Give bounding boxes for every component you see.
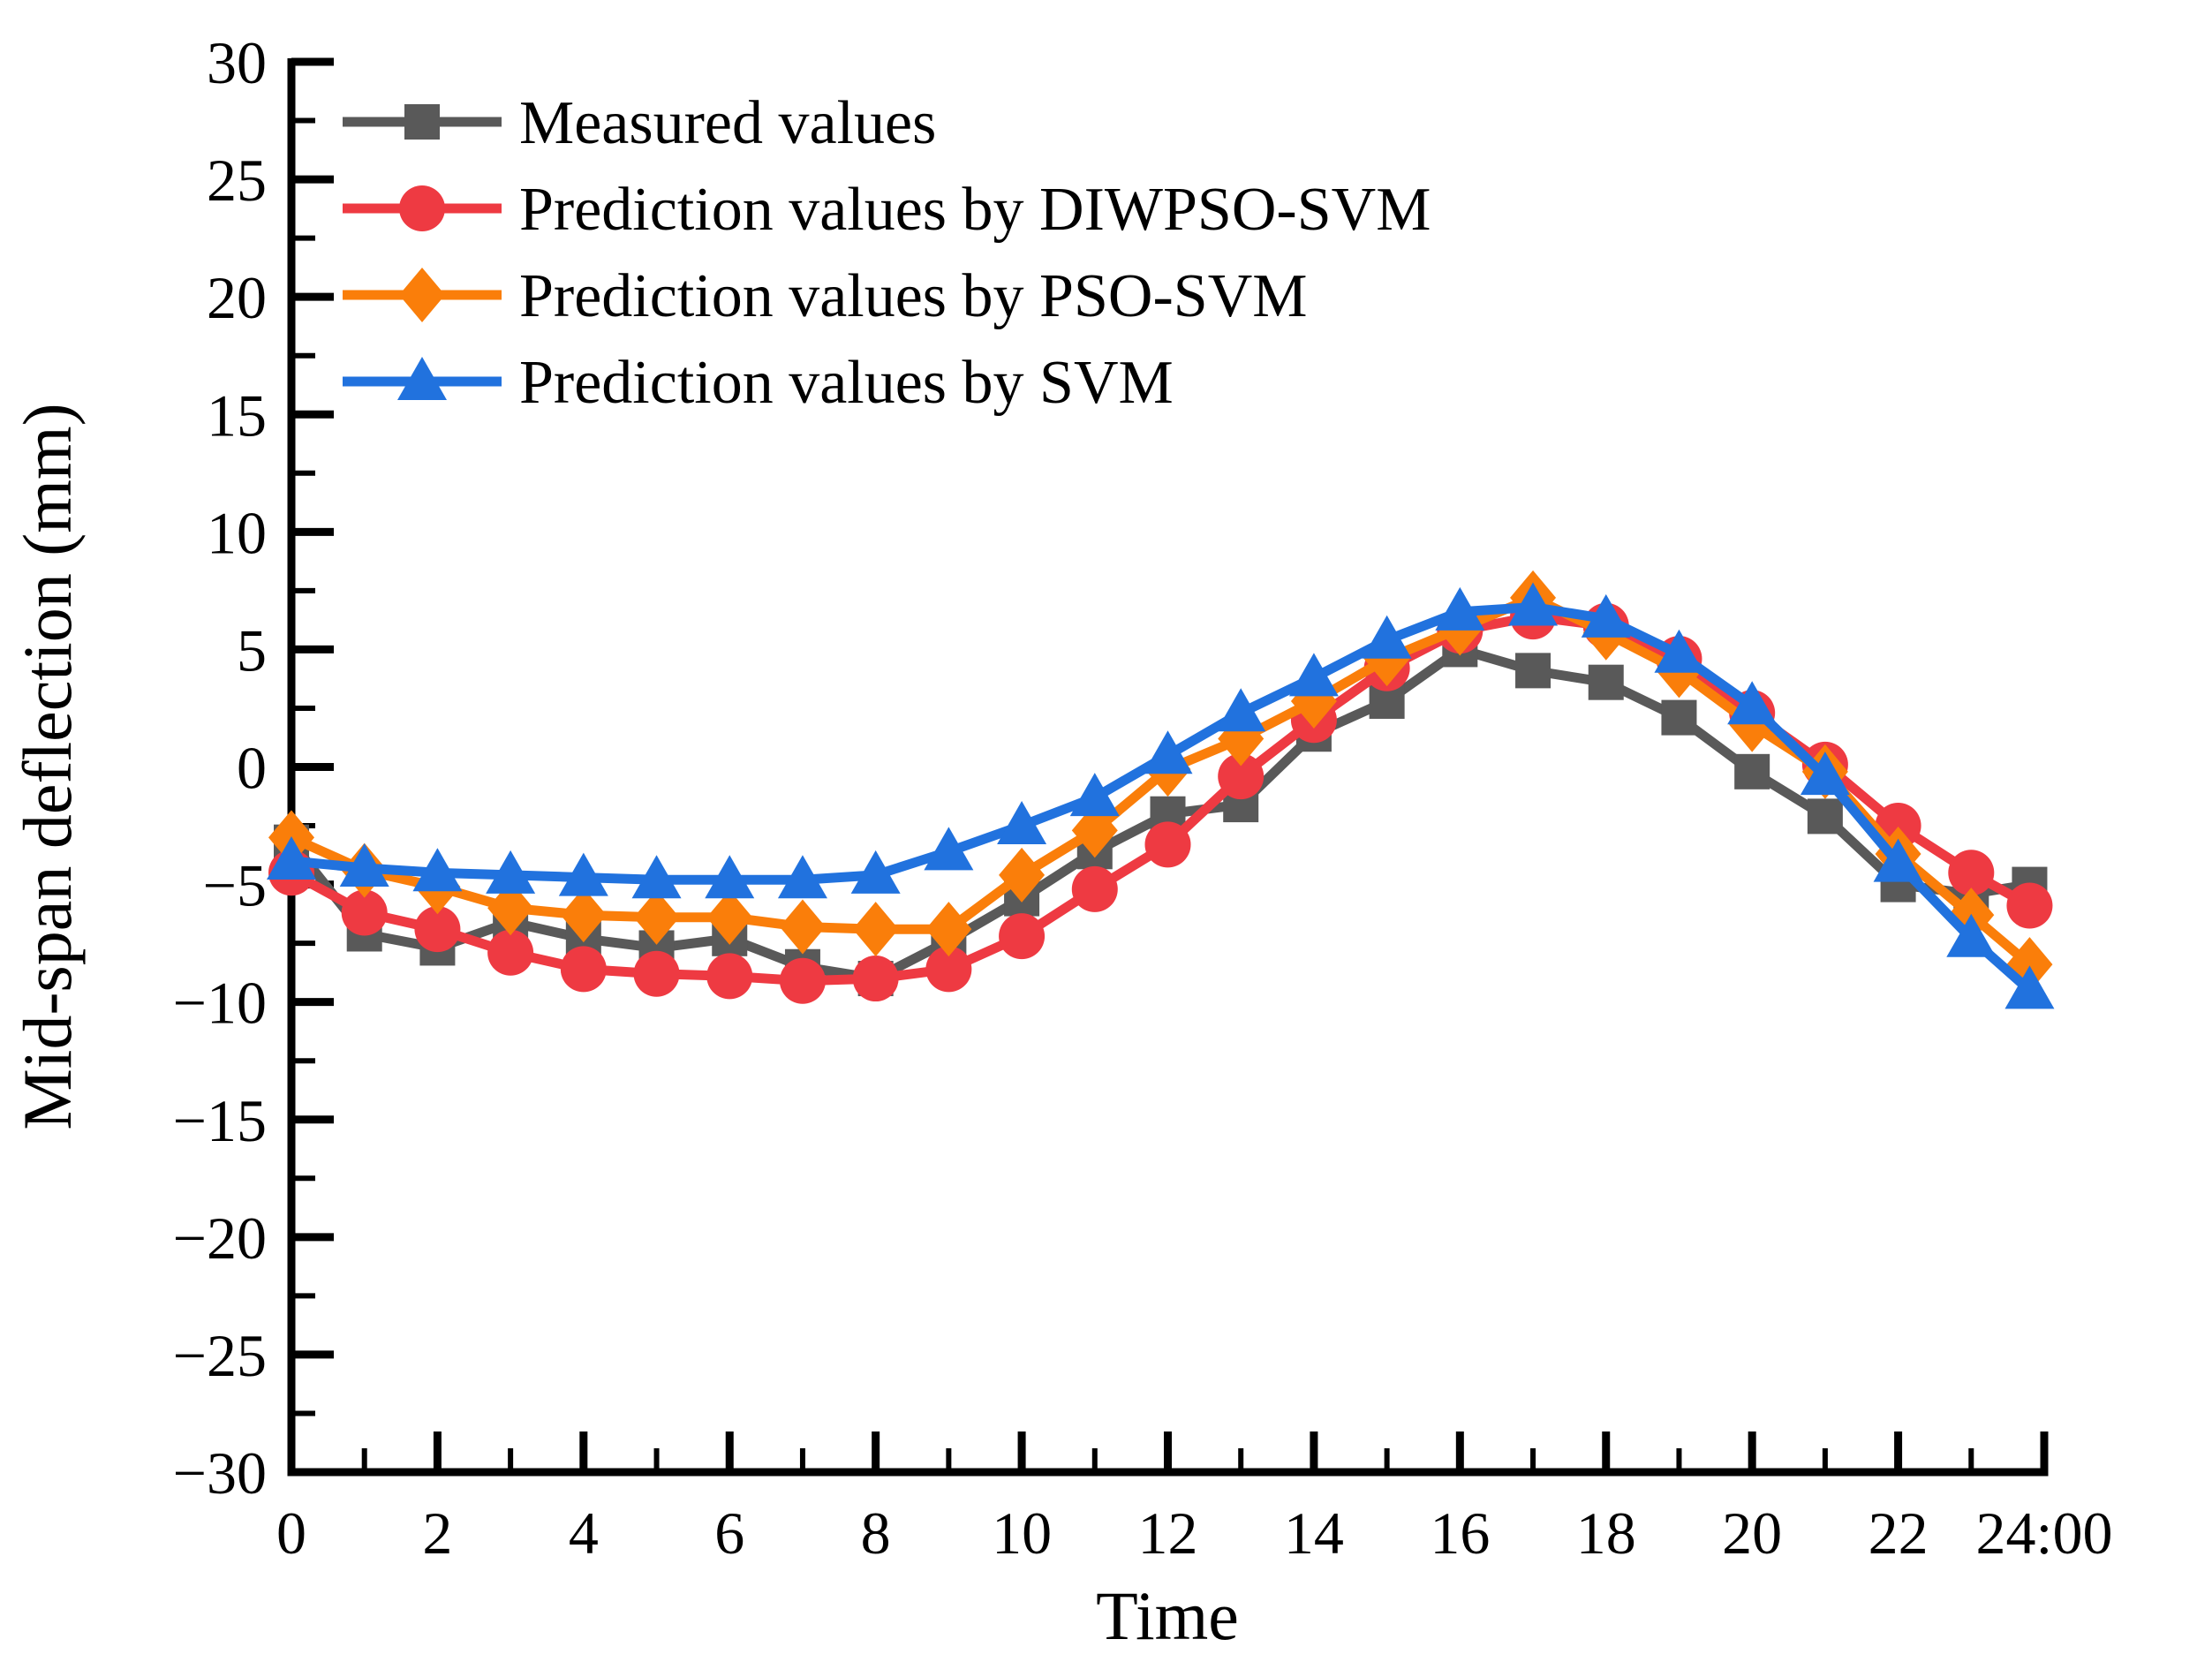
marker-svm [1216, 688, 1266, 732]
x-axis-title: Time [1096, 1577, 1239, 1654]
marker-pso-svm [487, 880, 534, 936]
marker-diwpso-svm [706, 953, 753, 1000]
y-tick-label: −30 [173, 1439, 267, 1507]
marker-measured [1515, 653, 1551, 689]
legend-swatch-marker-svm [397, 357, 447, 400]
x-tick-label: 2 [422, 1499, 452, 1567]
marker-svm [1800, 752, 1850, 796]
marker-svm [705, 855, 755, 899]
y-axis-title: Mid-span deflection (mm) [9, 403, 86, 1129]
marker-diwpso-svm [1218, 753, 1265, 800]
legend-label-pso-svm: Prediction values by PSO-SVM [519, 262, 1308, 330]
legend-swatch-marker-measured [404, 104, 440, 140]
marker-pso-svm [560, 888, 607, 943]
x-tick-label: 6 [714, 1499, 744, 1567]
marker-svm [486, 850, 536, 894]
marker-svm [631, 855, 682, 899]
legend-swatch-marker-diwpso-svm [399, 185, 445, 231]
marker-svm [777, 855, 827, 899]
marker-diwpso-svm [779, 957, 826, 1004]
x-tick-label: 0 [276, 1499, 306, 1567]
marker-pso-svm [852, 902, 899, 957]
x-tick-label: 4 [569, 1499, 599, 1567]
marker-diwpso-svm [999, 913, 1046, 960]
y-tick-label: 10 [207, 499, 267, 566]
y-tick-label: −20 [173, 1205, 267, 1272]
legend-label-diwpso-svm: Prediction values by DIWPSO-SVM [519, 176, 1431, 244]
marker-svm [1069, 773, 1120, 817]
x-tick-label: 16 [1430, 1499, 1490, 1567]
marker-svm [1288, 653, 1339, 697]
marker-diwpso-svm [487, 929, 534, 976]
marker-diwpso-svm [341, 889, 388, 936]
x-tick-label: 22 [1868, 1499, 1929, 1567]
marker-svm [850, 850, 901, 894]
legend-label-svm: Prediction values by SVM [519, 349, 1174, 417]
plot-area: 0 2 4 6 8 10 12 14 16 18 20 22 24:00 30 25 20 15 10 5 0 −5 −1… [173, 29, 2113, 1567]
marker-diwpso-svm [560, 946, 607, 993]
x-tick-label: 12 [1138, 1499, 1198, 1567]
marker-svm [1508, 582, 1559, 626]
marker-svm [997, 801, 1047, 845]
y-tick-label: −10 [173, 970, 267, 1037]
marker-pso-svm [633, 889, 680, 945]
marker-measured [1734, 753, 1770, 789]
marker-svm [412, 848, 463, 892]
marker-svm [1654, 629, 1704, 673]
marker-diwpso-svm [414, 906, 461, 953]
marker-pso-svm [706, 889, 753, 945]
marker-svm [339, 842, 389, 887]
y-tick-label: −15 [173, 1087, 267, 1154]
marker-diwpso-svm [925, 946, 972, 993]
marker-svm [924, 827, 974, 871]
x-tick-label: 14 [1284, 1499, 1344, 1567]
marker-svm [1946, 913, 1997, 957]
marker-svm [1362, 615, 1412, 659]
x-tick-label: 20 [1722, 1499, 1782, 1567]
marker-pso-svm [999, 847, 1046, 903]
marker-diwpso-svm [633, 950, 680, 997]
legend-label-measured: Measured values [519, 89, 936, 157]
x-tick-label: 18 [1576, 1499, 1636, 1567]
marker-svm [1873, 838, 1923, 882]
marker-diwpso-svm [1948, 850, 1995, 896]
y-tick-label: 15 [207, 381, 267, 449]
marker-measured [1661, 699, 1697, 736]
marker-pso-svm [779, 899, 826, 955]
marker-diwpso-svm [852, 956, 899, 1002]
legend-swatch-marker-pso-svm [399, 268, 445, 322]
marker-pso-svm [1071, 803, 1118, 858]
marker-diwpso-svm [1071, 865, 1118, 912]
x-tick-label: 24:00 [1976, 1499, 2113, 1567]
x-tick-label: 8 [861, 1499, 891, 1567]
marker-svm [1581, 593, 1631, 638]
y-tick-label: 20 [207, 264, 267, 331]
marker-svm [1143, 730, 1193, 774]
marker-measured [1588, 664, 1624, 700]
y-tick-label: −5 [203, 852, 267, 919]
marker-svm [1435, 586, 1485, 631]
y-tick-label: 5 [237, 616, 267, 684]
y-tick-label: 25 [207, 147, 267, 214]
y-tick-label: 0 [237, 735, 267, 802]
marker-pso-svm [925, 902, 972, 957]
y-tick-label: −25 [173, 1322, 267, 1389]
marker-svm [558, 852, 608, 896]
marker-diwpso-svm [1144, 821, 1191, 868]
x-tick-label: 10 [992, 1499, 1052, 1567]
marker-diwpso-svm [2006, 882, 2053, 929]
marker-svm [267, 835, 316, 880]
y-tick-label: 30 [207, 29, 267, 96]
marker-svm [2004, 965, 2055, 1009]
marker-measured [1807, 798, 1843, 835]
marker-svm [1727, 681, 1778, 725]
